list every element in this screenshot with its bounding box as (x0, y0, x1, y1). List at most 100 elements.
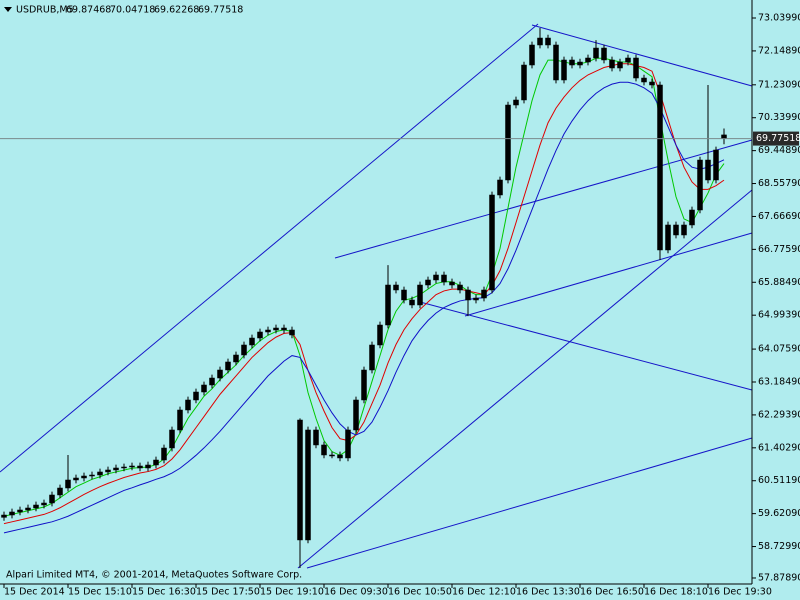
candle-body (561, 59, 567, 81)
candle-body (289, 329, 295, 336)
x-tick-label: 15 Dec 2014 (4, 587, 65, 598)
symbol: USDRUB,M5 (16, 5, 74, 16)
y-tick-label: 58.72990 (758, 541, 800, 552)
candle-body (65, 479, 71, 489)
candle-body (153, 459, 159, 466)
candle-body (305, 429, 311, 541)
candle-body (713, 149, 719, 181)
candle-body (657, 84, 663, 251)
candle-body (705, 159, 711, 181)
candle-body (505, 104, 511, 181)
candle-body (425, 279, 431, 286)
x-tick-label: 16 Dec 19:30 (708, 587, 772, 598)
candle-body (9, 511, 15, 516)
candle-body (553, 44, 559, 81)
y-tick-label: 70.33990 (758, 112, 800, 123)
trend-line (306, 437, 753, 569)
y-tick-label: 69.44890 (758, 145, 800, 156)
y-tick-label: 72.14890 (758, 45, 800, 56)
candle-body (185, 399, 191, 411)
y-tick-label: 73.03990 (758, 12, 800, 23)
candle-body (105, 469, 111, 473)
candle-body (249, 337, 255, 346)
candle-body (465, 289, 471, 301)
candle-body (353, 399, 359, 431)
candle-body (41, 502, 47, 506)
trend-line (464, 232, 753, 317)
candle-body (625, 57, 631, 63)
candle-body (321, 444, 327, 456)
candle-body (257, 331, 263, 339)
candle-body (33, 504, 39, 509)
candle-body (241, 344, 247, 356)
candle-body (345, 429, 351, 459)
trend-line (531, 24, 753, 87)
x-tick-label: 16 Dec 12:10 (452, 587, 516, 598)
candle-body (145, 464, 151, 469)
candle-body (273, 327, 279, 331)
header-open: 69.87468 (66, 5, 111, 16)
candle-body (537, 37, 543, 46)
candle-body (585, 57, 591, 63)
candle-body (25, 507, 31, 511)
candle-body (225, 361, 231, 371)
candle-body (673, 224, 679, 236)
header-low: 69.62268 (154, 5, 199, 16)
candle-body (481, 289, 487, 299)
x-tick-label: 15 Dec 16:30 (132, 587, 196, 598)
candle-body (441, 274, 447, 283)
candle-body (81, 475, 87, 479)
y-tick-label: 65.88490 (758, 277, 800, 288)
candle-body (529, 44, 535, 66)
candle-body (49, 494, 55, 504)
candle-body (649, 81, 655, 86)
candle-body (17, 509, 23, 513)
trend-line (334, 139, 753, 259)
candle-body (369, 344, 375, 371)
candle-body (1, 514, 7, 518)
menu-arrow[interactable] (4, 7, 12, 12)
candle-body (409, 299, 415, 306)
candle-body (641, 77, 647, 83)
candle-body (217, 369, 223, 379)
y-tick-label: 57.87890 (758, 572, 800, 583)
candle-body (497, 179, 503, 196)
x-tick-label: 15 Dec 15:10 (68, 587, 132, 598)
y-tick-label: 67.66690 (758, 211, 800, 222)
candle-body (137, 465, 143, 469)
watermark: Alpari Limited MT4, © 2001-2014, MetaQuo… (6, 570, 302, 581)
candle-body (473, 297, 479, 301)
candle-body (577, 61, 583, 66)
candle-body (697, 159, 703, 211)
candle-body (313, 429, 319, 446)
candle-body (593, 47, 599, 59)
candle-body (161, 447, 167, 461)
header-high: 70.04718 (110, 5, 155, 16)
candle-body (617, 61, 623, 69)
y-tick-label: 68.55790 (758, 178, 800, 189)
candle-body (193, 391, 199, 401)
candle-body (681, 224, 687, 236)
candle-body (401, 289, 407, 301)
moving-average (3, 63, 725, 525)
candle-body (665, 224, 671, 251)
candle-body (57, 487, 63, 496)
y-tick-label: 71.23090 (758, 79, 800, 90)
candle-body (169, 429, 175, 449)
y-tick-label: 64.99390 (758, 310, 800, 321)
candle-body (633, 57, 639, 79)
x-tick-label: 15 Dec 19:10 (260, 587, 324, 598)
x-tick-label: 15 Dec 17:50 (196, 587, 260, 598)
y-tick-label: 63.18490 (758, 377, 800, 388)
candle-body (449, 281, 455, 286)
y-tick-label: 60.51190 (758, 475, 800, 486)
trend-lines (0, 23, 753, 569)
trend-line (0, 23, 539, 473)
candle-body (393, 284, 399, 291)
x-tick-label: 16 Dec 18:10 (644, 587, 708, 598)
candle-body (73, 477, 79, 481)
candle-body (129, 465, 135, 468)
candle-body (201, 384, 207, 393)
